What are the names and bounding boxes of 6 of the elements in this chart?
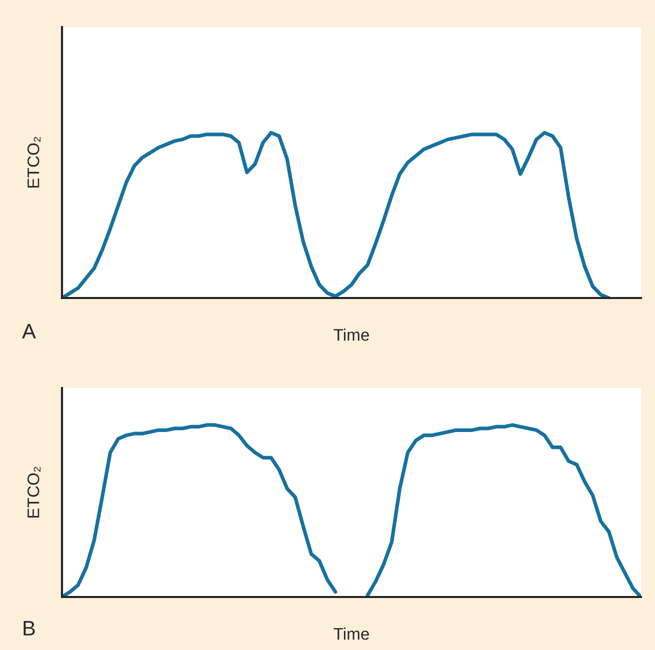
y-axis-title: ETCO₂ <box>27 136 41 188</box>
y-axis-title: ETCO₂ <box>27 466 41 518</box>
text: B <box>24 621 35 636</box>
text: A <box>22 324 36 338</box>
x-axis-title: Time <box>334 328 369 341</box>
x-axis-title: Time <box>334 628 369 640</box>
